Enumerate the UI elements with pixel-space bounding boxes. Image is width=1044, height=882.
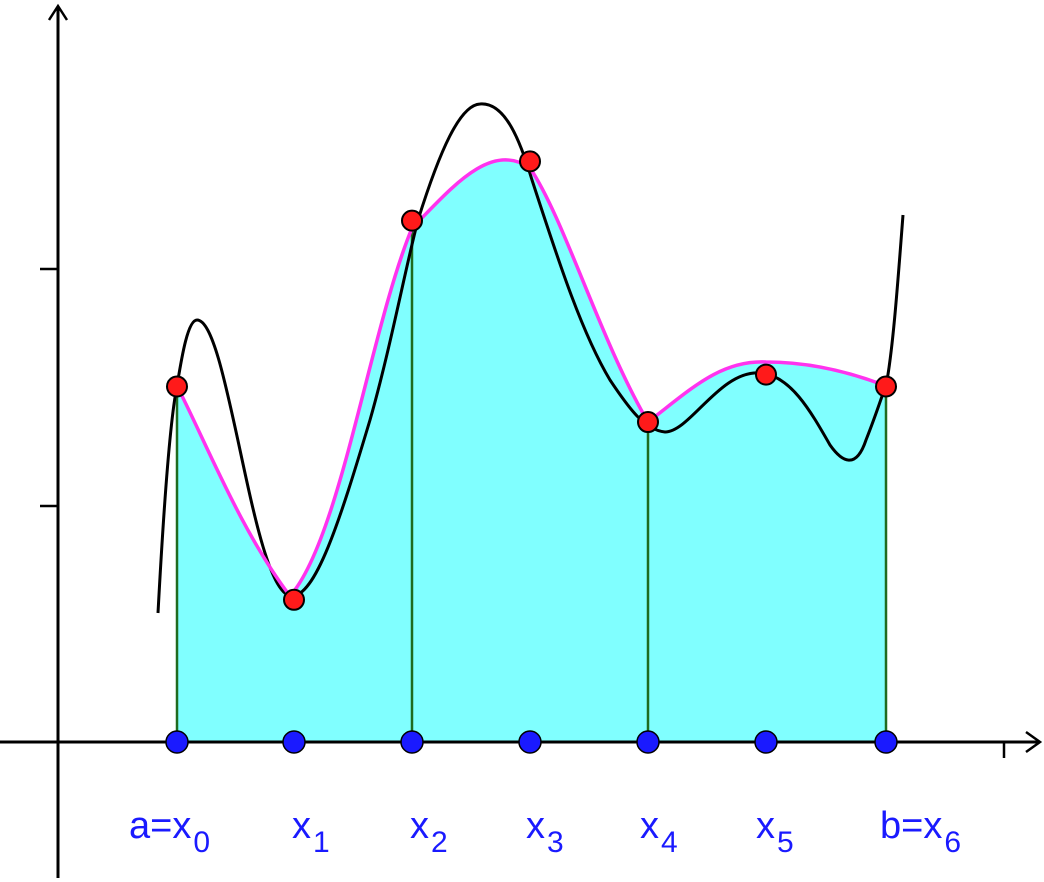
sample-point-x5: [755, 363, 777, 386]
node-label-x4: x4: [640, 805, 678, 859]
node-label-x1: x1: [292, 805, 330, 859]
node-point-x0: [165, 730, 189, 754]
node-label-main: b=x: [880, 805, 942, 847]
node-label-subscript: 4: [661, 826, 678, 859]
node-label-x0: a=x0: [129, 805, 210, 859]
sample-point-x4: [637, 411, 659, 434]
node-label-subscript: 2: [431, 826, 448, 859]
node-point-x3: [518, 730, 542, 754]
function-curve: [156, 102, 905, 614]
node-point-x4: [636, 730, 660, 754]
node-label-x6: b=x6: [880, 805, 961, 859]
node-label-subscript: 5: [777, 826, 794, 859]
node-label-main: x: [292, 805, 311, 847]
sample-point-x1: [283, 588, 305, 611]
shaded-area: [177, 159, 886, 742]
node-label-main: x: [410, 805, 429, 847]
node-points: [165, 730, 898, 754]
node-point-x5: [754, 730, 778, 754]
sample-point-x3: [519, 150, 541, 173]
node-labels: a=x0 x1 x2 x3 x4 x5 b=x6: [129, 805, 961, 859]
node-label-subscript: 1: [313, 826, 330, 859]
node-label-subscript: 0: [193, 826, 210, 859]
node-label-main: x: [756, 805, 775, 847]
node-point-x1: [282, 730, 306, 754]
node-label-x2: x2: [410, 805, 448, 859]
node-label-main: a=x: [129, 805, 191, 847]
node-label-main: x: [640, 805, 659, 847]
node-label-x5: x5: [756, 805, 794, 859]
sample-point-x6: [875, 375, 897, 398]
sample-point-x2: [401, 209, 423, 232]
node-label-main: x: [526, 805, 545, 847]
y-axis-arrowhead: [47, 3, 69, 21]
node-point-x6: [874, 730, 898, 754]
node-label-subscript: 3: [547, 826, 564, 859]
node-label-subscript: 6: [944, 826, 961, 859]
sample-point-x0: [166, 375, 188, 398]
sample-points: [166, 150, 897, 611]
node-point-x2: [400, 730, 424, 754]
node-label-x3: x3: [526, 805, 564, 859]
x-axis-arrowhead: [1025, 730, 1043, 754]
